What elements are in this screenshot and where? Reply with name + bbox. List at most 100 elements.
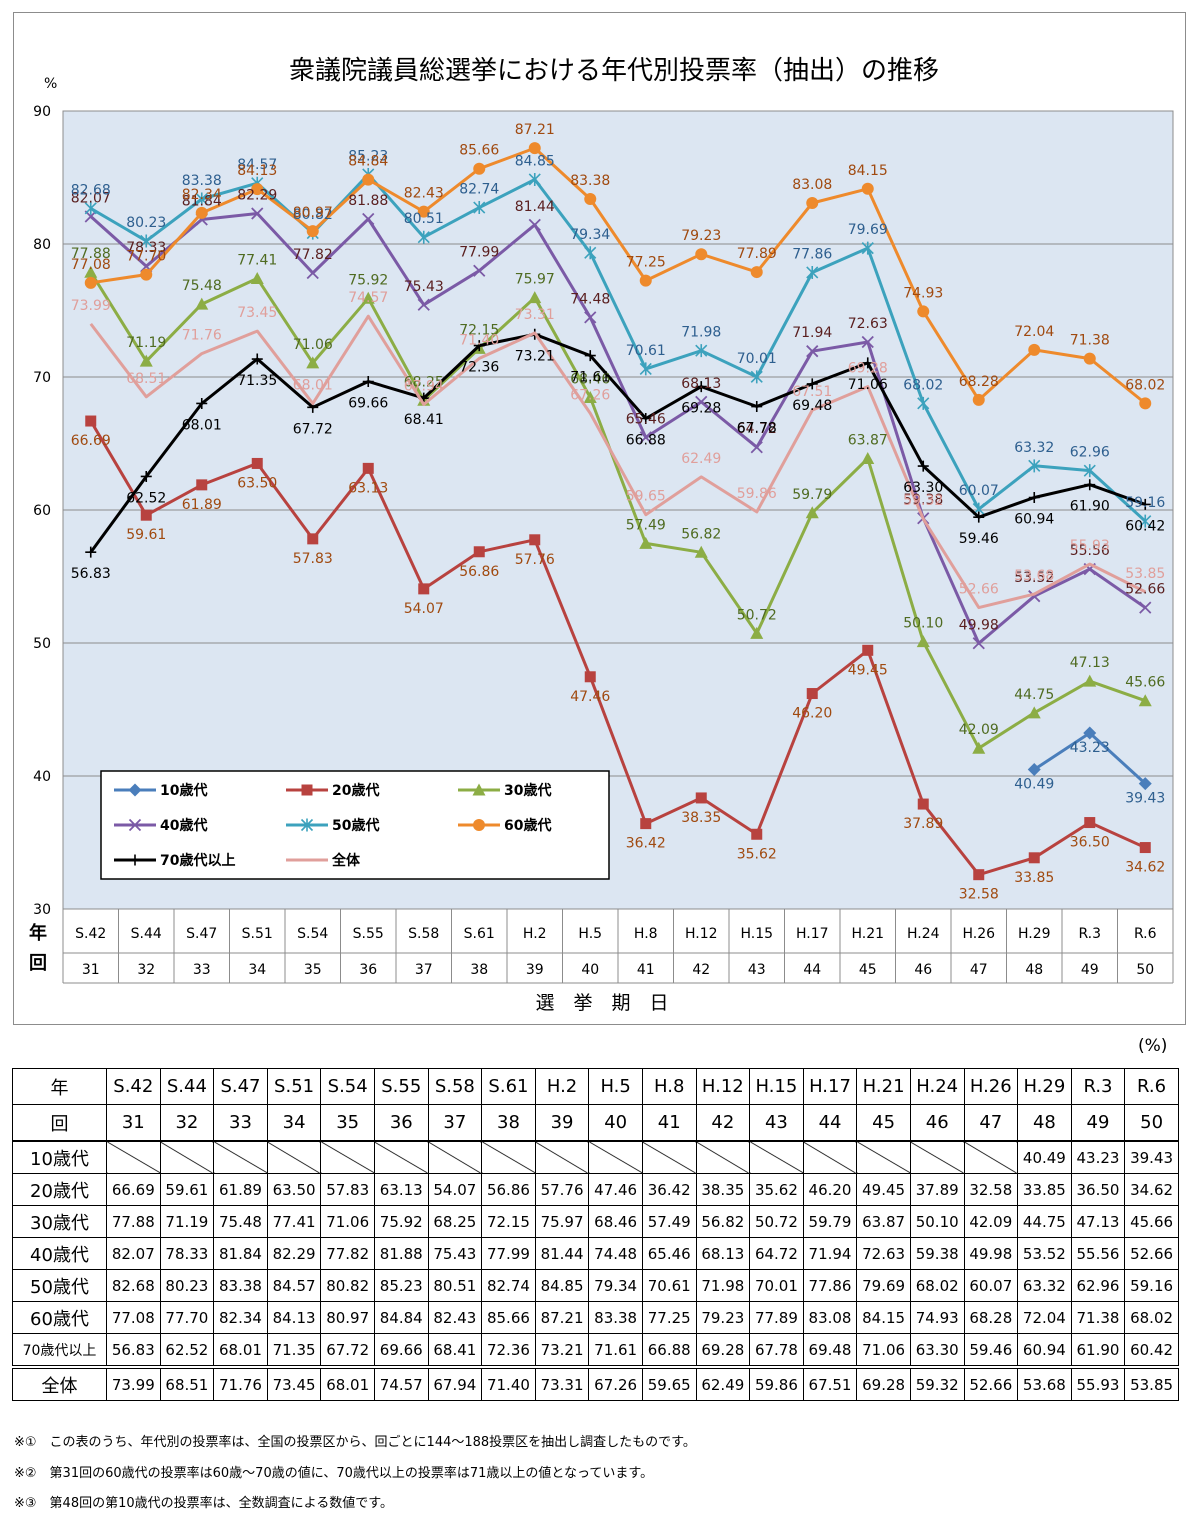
- data-label: 60.42: [1125, 518, 1165, 534]
- table-cell: 35.62: [749, 1173, 804, 1206]
- table-cell: 68.02: [909, 1269, 965, 1302]
- x-tick-label-year: H.12: [685, 926, 718, 942]
- table-cell: 59.46: [963, 1333, 1019, 1368]
- data-point: [917, 460, 929, 472]
- data-point: [695, 792, 707, 804]
- data-label: 71.98: [681, 325, 721, 341]
- table-cell: 67.72: [320, 1333, 375, 1368]
- x-tick-label-year: S.51: [242, 926, 273, 942]
- table-cell: 44.75: [1017, 1205, 1072, 1238]
- table-cell: 68.02: [1124, 1301, 1179, 1334]
- data-point: [695, 395, 708, 409]
- data-point: [1139, 601, 1152, 614]
- table-cell: 63.30: [909, 1333, 965, 1368]
- data-label: 77.08: [71, 257, 111, 273]
- data-label: 64.72: [737, 421, 777, 437]
- data-label: 67.78: [737, 421, 777, 437]
- data-label: 65.46: [626, 411, 666, 427]
- table-cell: 74.93: [909, 1301, 965, 1334]
- data-label: 47.13: [1070, 655, 1110, 671]
- table-cell: 83.08: [802, 1301, 858, 1334]
- table-cell: 62.49: [695, 1365, 751, 1401]
- table-cell: 59.79: [802, 1205, 858, 1238]
- table-row-header: 年: [12, 1068, 107, 1105]
- data-label: 68.25: [404, 374, 444, 390]
- data-label: 84.84: [348, 154, 388, 170]
- data-label: 66.69: [71, 433, 111, 449]
- table-cell: 57.83: [320, 1173, 375, 1206]
- data-label: 79.23: [681, 228, 721, 244]
- data-label: 63.13: [348, 480, 388, 496]
- table-cell: 71.35: [266, 1333, 322, 1368]
- table-cell: 71.98: [695, 1269, 751, 1302]
- data-point: [751, 401, 763, 413]
- data-label: 59.16: [1125, 495, 1165, 511]
- data-label: 68.41: [404, 412, 444, 428]
- table-header-cell: H.26: [963, 1068, 1019, 1105]
- data-label: 49.98: [959, 617, 999, 633]
- data-label: 34.62: [1125, 860, 1165, 876]
- data-label: 59.32: [903, 493, 943, 509]
- data-labels: 40.49 43.23 39.43 66.69 59.61 61.89 63.50 57.83…: [71, 122, 1166, 903]
- data-point: [1083, 352, 1096, 365]
- table-cell: 70.61: [641, 1269, 697, 1302]
- data-point: [417, 298, 430, 311]
- table-header-cell: 41: [641, 1104, 697, 1142]
- table-cell: [909, 1140, 965, 1174]
- data-label: 71.38: [1070, 333, 1110, 349]
- table-cell: 80.23: [159, 1269, 215, 1302]
- line-chart: 衆議院議員総選挙における年代別投票率（抽出）の推移 % 30 40 50 60 70 80…: [29, 56, 1174, 1014]
- data-label: 50.10: [903, 616, 943, 632]
- x-tick-label-session: 31: [82, 962, 100, 978]
- data-point: [639, 431, 652, 444]
- x-tick-label-session: 33: [193, 962, 211, 978]
- table-cell: 53.85: [1124, 1365, 1179, 1401]
- data-point: [196, 397, 208, 409]
- legend-label: 70歳代以上: [160, 852, 235, 869]
- data-point: [1084, 817, 1096, 829]
- data-point: [584, 193, 597, 206]
- table-cell: [802, 1140, 858, 1174]
- table-cell: 79.69: [856, 1269, 911, 1302]
- table-row-header: 50歳代: [12, 1269, 107, 1302]
- data-point: [85, 546, 97, 558]
- data-point: [806, 345, 819, 358]
- x-tick-label-year: S.58: [408, 926, 439, 942]
- table-cell: 77.99: [481, 1237, 536, 1270]
- table-cell: 60.94: [1017, 1333, 1072, 1368]
- chart-frame: 衆議院議員総選挙における年代別投票率（抽出）の推移 % 30 40 50 60 70 80…: [13, 12, 1186, 1025]
- x-tick-label-session: 32: [137, 962, 155, 978]
- table-cell: [588, 1140, 643, 1174]
- data-point: [251, 353, 263, 365]
- data-label: 84.57: [237, 157, 277, 173]
- table-header-cell: H.12: [695, 1068, 751, 1105]
- data-label: 69.28: [848, 361, 888, 377]
- data-point: [362, 173, 375, 186]
- data-point: [473, 546, 485, 558]
- data-label: 83.38: [570, 173, 610, 189]
- data-label: 77.82: [293, 247, 333, 263]
- table-cell: 55.93: [1070, 1365, 1126, 1401]
- data-label: 81.88: [348, 193, 388, 209]
- data-point: [306, 225, 319, 238]
- x-tick-label-year: R.3: [1078, 926, 1101, 942]
- table-cell: 72.63: [856, 1237, 911, 1270]
- legend-label: 全体: [331, 852, 361, 869]
- table-header-cell: H.2: [534, 1068, 590, 1105]
- table-cell: 67.78: [749, 1333, 804, 1368]
- data-label: 72.15: [459, 322, 499, 338]
- table-row: 40歳代 82.07 78.33 81.84 82.29 77.82 81.88 75.43 7…: [12, 1237, 1179, 1270]
- data-label: 49.45: [848, 662, 888, 678]
- x-tick-label-year: H.24: [907, 926, 940, 942]
- data-label: 79.69: [848, 222, 888, 238]
- data-label: 37.89: [903, 816, 943, 832]
- table-cell: 71.06: [856, 1333, 911, 1368]
- data-label: 74.57: [348, 290, 388, 306]
- x-tick-label-session: 50: [1136, 962, 1154, 978]
- table-row: 70歳代以上 56.83 62.52 68.01 71.35 67.72 69.66 68.4…: [12, 1333, 1179, 1368]
- table-cell: 60.42: [1124, 1333, 1179, 1368]
- data-label: 71.76: [182, 328, 222, 344]
- table-cell: 62.96: [1070, 1269, 1126, 1302]
- legend-item: 50歳代: [286, 817, 379, 834]
- data-label: 73.31: [515, 307, 555, 323]
